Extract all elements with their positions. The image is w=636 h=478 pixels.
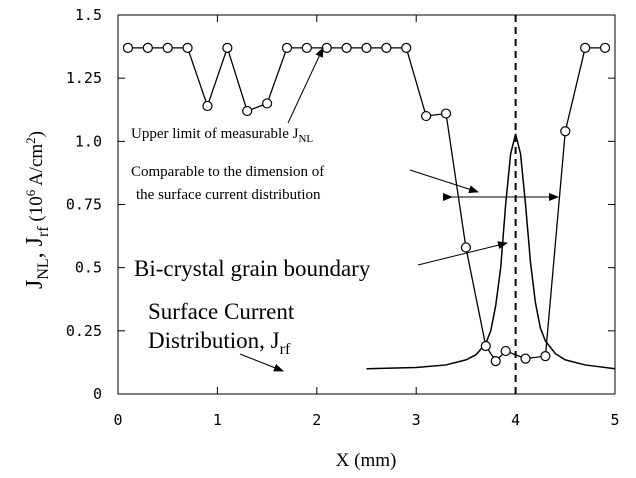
annotation-comparable-line2: the surface current distribution [136,187,321,203]
annotation-surface-line2-sub: rf [280,341,291,358]
y-axis-title: JNL, Jrf (106 A/cm2) [22,131,52,289]
jnl-point [281,42,293,53]
jnl-point [222,42,233,53]
jnl-point [341,42,352,53]
jnl-point [599,42,611,53]
annotation-comparable-arrow [409,169,479,194]
annotation-surface-line2-text: Distribution, J [148,328,280,353]
y-axis-title-part: (10 [26,196,47,226]
x-axis: 0 1 2 3 4 5 [113,15,620,429]
jnl-point [321,42,332,53]
y-axis-title-sub: rf [35,226,52,237]
x-tick-label: 5 [610,411,619,429]
annotation-comparable-line1: Comparable to the dimension of [131,164,324,180]
annotation-grain-boundary-arrow [417,241,508,266]
jnl-point [142,42,153,53]
annotation-upper-limit-text: Upper limit of measurable J [131,126,299,142]
y-tick-label: 1.0 [75,132,102,150]
series-jnl-points [122,42,611,367]
y-tick-label: 0.5 [75,259,102,277]
jnl-point [500,345,511,357]
jnl-point [520,353,531,364]
jnl-point [480,340,491,352]
annotation-surface-line2: Distribution, Jrf [148,328,291,358]
x-tick-label: 1 [213,411,222,429]
jnl-point [381,42,392,53]
y-axis-title-part: , J [22,237,48,258]
y-tick-label: 1.5 [75,6,102,24]
jnl-point [580,42,591,53]
y-tick-label: 0.25 [66,322,102,340]
jnl-point [401,42,412,53]
x-tick-label: 2 [312,411,321,429]
jnl-point [421,110,432,122]
annotation-upper-limit-arrow [287,47,324,124]
y-axis-title-sub: NL [35,258,52,279]
annotation-upper-limit: Upper limit of measurable JNL [131,126,313,145]
y-tick-label: 1.25 [66,69,102,87]
jnl-point [460,242,471,253]
jnl-point [361,42,372,53]
annotation-surface-line1: Surface Current [148,299,295,324]
annotation-surface-arrow [239,353,284,372]
jnl-point [242,105,253,117]
jnl-point [162,42,173,53]
jnl-point [202,100,213,112]
annotation-grain-boundary: Bi-crystal grain boundary [134,256,371,281]
jnl-point [301,42,312,53]
x-tick-label: 0 [113,411,122,429]
jnl-point [122,42,134,53]
jnl-point [182,42,193,53]
y-axis-title-part: A/cm [26,144,47,190]
jnl-point [540,351,551,362]
y-tick-label: 0.75 [66,196,102,214]
jnl-point [490,356,501,367]
jnl-point [560,126,571,137]
x-axis-title: X (mm) [336,450,397,471]
y-axis-title-part: ) [26,131,47,137]
series-jrf-line [366,133,616,370]
annotation-upper-limit-sub: NL [298,133,313,145]
x-tick-label: 3 [412,411,421,429]
jnl-point [440,108,452,119]
y-axis: 0 0.25 0.5 0.75 1.0 1.25 1.5 [66,6,615,403]
jnl-point [262,98,273,109]
y-axis-title-sup: 2 [23,137,38,144]
y-axis-title-sup: 6 [23,189,38,196]
y-axis-title-part: J [22,280,48,289]
x-tick-label: 4 [511,411,520,429]
y-tick-label: 0 [93,385,102,403]
